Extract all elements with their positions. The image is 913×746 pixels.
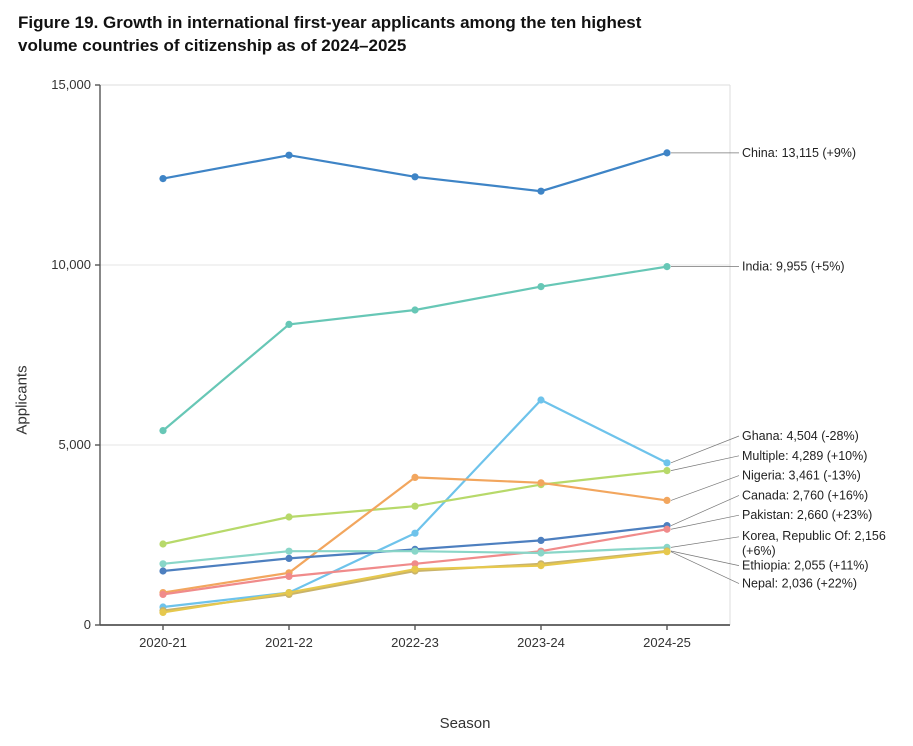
datapoint bbox=[411, 173, 418, 180]
datapoint bbox=[663, 497, 670, 504]
series-label-ethiopia: Ethiopia: 2,055 (+11%) bbox=[742, 559, 869, 573]
series-label-canada: Canada: 2,760 (+16%) bbox=[742, 488, 868, 502]
datapoint bbox=[285, 321, 292, 328]
datapoint bbox=[411, 503, 418, 510]
datapoint bbox=[663, 263, 670, 270]
datapoint bbox=[159, 427, 166, 434]
figure-title-line2: volume countries of citizenship as of 20… bbox=[18, 36, 406, 55]
datapoint bbox=[537, 549, 544, 556]
y-tick-label: 0 bbox=[84, 617, 91, 632]
chart-container: Applicants 05,00010,00015,0002020-212021… bbox=[30, 70, 900, 730]
figure-title: Figure 19. Growth in international first… bbox=[18, 12, 658, 58]
datapoint bbox=[411, 474, 418, 481]
datapoint bbox=[537, 396, 544, 403]
datapoint bbox=[537, 188, 544, 195]
datapoint bbox=[411, 566, 418, 573]
datapoint bbox=[285, 152, 292, 159]
series-label-nepal: Nepal: 2,036 (+22%) bbox=[742, 577, 857, 591]
datapoint bbox=[159, 567, 166, 574]
x-tick-label: 2021-22 bbox=[265, 635, 313, 650]
figure-title-line1: Figure 19. Growth in international first… bbox=[18, 13, 641, 32]
datapoint bbox=[159, 540, 166, 547]
datapoint bbox=[537, 283, 544, 290]
datapoint bbox=[285, 555, 292, 562]
datapoint bbox=[159, 609, 166, 616]
x-axis-label: Season bbox=[440, 715, 491, 732]
series-label-korea: Korea, Republic Of: 2,156 bbox=[742, 529, 886, 543]
datapoint bbox=[285, 548, 292, 555]
x-tick-label: 2020-21 bbox=[139, 635, 187, 650]
datapoint bbox=[411, 306, 418, 313]
datapoint bbox=[411, 530, 418, 537]
datapoint bbox=[411, 548, 418, 555]
datapoint bbox=[159, 560, 166, 567]
datapoint bbox=[663, 459, 670, 466]
plot-area bbox=[100, 85, 730, 625]
line-chart: 0 5,000 10,000 15,000 2020-21 2021-22 2022-23 2… bbox=[30, 70, 900, 680]
datapoint bbox=[159, 175, 166, 182]
series-label-india: India: 9,955 (+5%) bbox=[742, 260, 845, 274]
x-tick-label: 2023-24 bbox=[517, 635, 565, 650]
series-label-ghana: Ghana: 4,504 (-28%) bbox=[742, 429, 859, 443]
datapoint bbox=[663, 467, 670, 474]
datapoint bbox=[159, 591, 166, 598]
datapoint bbox=[663, 149, 670, 156]
datapoint bbox=[285, 513, 292, 520]
series-label-nigeria: Nigeria: 3,461 (-13%) bbox=[742, 469, 861, 483]
x-tick-label: 2024-25 bbox=[643, 635, 691, 650]
y-tick-label: 15,000 bbox=[51, 77, 91, 92]
datapoint bbox=[537, 562, 544, 569]
series-label-china: China: 13,115 (+9%) bbox=[742, 146, 856, 160]
datapoint bbox=[663, 526, 670, 533]
series-label-multiple: Multiple: 4,289 (+10%) bbox=[742, 449, 867, 463]
x-tick-label: 2022-23 bbox=[391, 635, 439, 650]
datapoint bbox=[285, 573, 292, 580]
y-tick-label: 5,000 bbox=[58, 437, 91, 452]
series-label-korea-2: (+6%) bbox=[742, 544, 776, 558]
series-label-pakistan: Pakistan: 2,660 (+23%) bbox=[742, 508, 872, 522]
datapoint bbox=[537, 537, 544, 544]
y-tick-label: 10,000 bbox=[51, 257, 91, 272]
datapoint bbox=[663, 548, 670, 555]
datapoint bbox=[285, 589, 292, 596]
y-axis-label: Applicants bbox=[14, 365, 31, 434]
datapoint bbox=[537, 479, 544, 486]
